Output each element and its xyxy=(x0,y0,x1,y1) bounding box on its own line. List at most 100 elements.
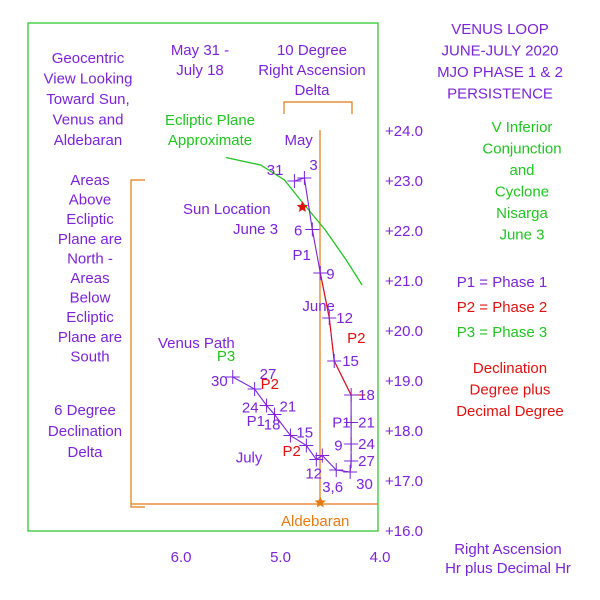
ecliptic-label-line: Ecliptic Plane xyxy=(165,112,255,129)
path-date-label: 12 xyxy=(336,310,353,327)
y-tick-label: +16.0 xyxy=(385,523,423,540)
conjunction-note-line: Cyclone xyxy=(495,184,549,201)
ra-delta-label-line: Delta xyxy=(294,82,330,99)
areas-note-line: Plane are xyxy=(58,329,122,346)
path-date-label: 15 xyxy=(296,425,313,442)
areas-note-line: North - xyxy=(67,250,113,267)
y-tick-label: +22.0 xyxy=(385,223,423,240)
path-date-label: 12 xyxy=(305,466,322,483)
venus-path-red-segment xyxy=(319,272,352,396)
dec-delta-label-line: Declination xyxy=(48,423,122,440)
phase-marker-label: P3 xyxy=(217,348,235,365)
path-date-label: 24 xyxy=(242,400,259,417)
areas-note-line: Areas xyxy=(70,270,109,287)
date-range-line: July 18 xyxy=(176,62,224,79)
aldebaran-star xyxy=(314,496,326,508)
month-label: June xyxy=(302,298,335,315)
areas-note-line: Below xyxy=(70,290,111,307)
x-tick-label: 5.0 xyxy=(270,549,291,566)
y-tick-label: +21.0 xyxy=(385,273,423,290)
y-tick-label: +24.0 xyxy=(385,123,423,140)
aldebaran-label: Aldebaran xyxy=(281,513,349,530)
month-label: July xyxy=(236,450,263,467)
x-tick-label: 6.0 xyxy=(171,549,192,566)
geocentric-note-line: Aldebaran xyxy=(54,132,122,149)
path-date-label: 9 xyxy=(334,438,342,455)
venus-path-group xyxy=(225,171,366,508)
chart-title-line: VENUS LOOP xyxy=(451,21,549,38)
phase-marker-label: P2 xyxy=(282,443,300,460)
chart-title-line: PERSISTENCE xyxy=(447,86,553,103)
phase-marker-label: P1 xyxy=(292,247,310,264)
dec-delta-bracket xyxy=(130,179,145,508)
geocentric-note-line: Toward Sun, xyxy=(46,91,129,108)
path-date-label: 9 xyxy=(326,266,334,283)
areas-note-line: Ecliptic xyxy=(66,309,114,326)
dec-delta-label-line: 6 Degree xyxy=(54,402,116,419)
path-date-label: 30 xyxy=(356,476,373,493)
declination-note-line: Degree plus xyxy=(470,382,551,399)
phase-legend-line: P3 = Phase 3 xyxy=(457,324,547,341)
ecliptic-group xyxy=(225,156,363,286)
geocentric-note-line: Venus and xyxy=(53,112,124,129)
ecliptic-curve xyxy=(225,156,363,286)
areas-note-line: South xyxy=(70,348,109,365)
path-date-label: 31 xyxy=(267,162,284,179)
x-axis-title-line: Right Ascension xyxy=(454,541,562,558)
text-group: 31 369121518212427303,6912151821242730P1P… xyxy=(44,21,571,577)
conjunction-note-line: Conjunction xyxy=(482,141,561,158)
conjunction-note-line: June 3 xyxy=(499,227,544,244)
path-date-label: 27 xyxy=(260,366,277,383)
areas-note-line: Areas xyxy=(70,172,109,189)
phase-legend-line: P1 = Phase 1 xyxy=(457,274,547,291)
ra-delta-label-line: Right Ascension xyxy=(258,62,366,79)
areas-note-line: Plane are xyxy=(58,231,122,248)
areas-note-line: Ecliptic xyxy=(66,211,114,228)
dec-delta-label-line: Delta xyxy=(67,444,103,461)
path-date-label: 18 xyxy=(358,387,375,404)
chart-title-line: MJO PHASE 1 & 2 xyxy=(437,64,563,81)
phase-marker-label: P1 xyxy=(332,415,350,432)
sun-star xyxy=(296,201,309,212)
chart-frame xyxy=(27,22,379,532)
geocentric-note-line: Geocentric xyxy=(52,50,125,67)
path-date-label: 18 xyxy=(264,417,281,434)
x-tick-label: 4.0 xyxy=(370,549,391,566)
path-date-label: 21 xyxy=(358,415,375,432)
path-date-label: 6 xyxy=(294,223,302,240)
path-date-label: 24 xyxy=(358,436,375,453)
phase-legend-line: P2 = Phase 2 xyxy=(457,299,547,316)
guide-lines xyxy=(130,101,378,508)
month-label: May xyxy=(284,132,313,149)
date-range-line: May 31 - xyxy=(171,42,229,59)
phase-marker-label: P1 xyxy=(247,413,265,430)
y-tick-label: +20.0 xyxy=(385,323,423,340)
conjunction-note-line: and xyxy=(509,162,534,179)
geocentric-note-line: View Looking xyxy=(44,71,133,88)
path-date-label: 21 xyxy=(280,399,297,416)
phase-marker-label: P2 xyxy=(261,376,279,393)
areas-note-line: Above xyxy=(69,192,112,209)
ra-delta-bracket xyxy=(283,101,353,114)
path-date-label: 3 xyxy=(309,157,317,174)
declination-note-line: Decimal Degree xyxy=(456,403,564,420)
declination-note-line: Declination xyxy=(473,360,547,377)
y-tick-label: +18.0 xyxy=(385,423,423,440)
y-tick-label: +23.0 xyxy=(385,173,423,190)
june3-label: June 3 xyxy=(233,221,278,238)
sun-location-label: Sun Location xyxy=(183,201,271,218)
phase-marker-label: P2 xyxy=(347,330,365,347)
venus-path-label: Venus Path xyxy=(158,335,235,352)
axis-ticks: +24.0 +23.0 +22.0 +21.0 +20.0 +19.0 +18.0 +17.0… xyxy=(171,123,423,566)
y-tick-label: +19.0 xyxy=(385,373,423,390)
path-date-label: 3,6 xyxy=(322,479,343,496)
path-date-label: 27 xyxy=(358,453,375,470)
ecliptic-label-line: Approximate xyxy=(168,132,252,149)
ra-delta-label-line: 10 Degree xyxy=(277,42,347,59)
path-date-label: 30 xyxy=(211,373,228,390)
x-axis-title-line: Hr plus Decimal Hr xyxy=(445,560,571,577)
conjunction-note-line: V Inferior xyxy=(492,119,553,136)
y-tick-label: +17.0 xyxy=(385,473,423,490)
path-date-label: 15 xyxy=(342,353,359,370)
